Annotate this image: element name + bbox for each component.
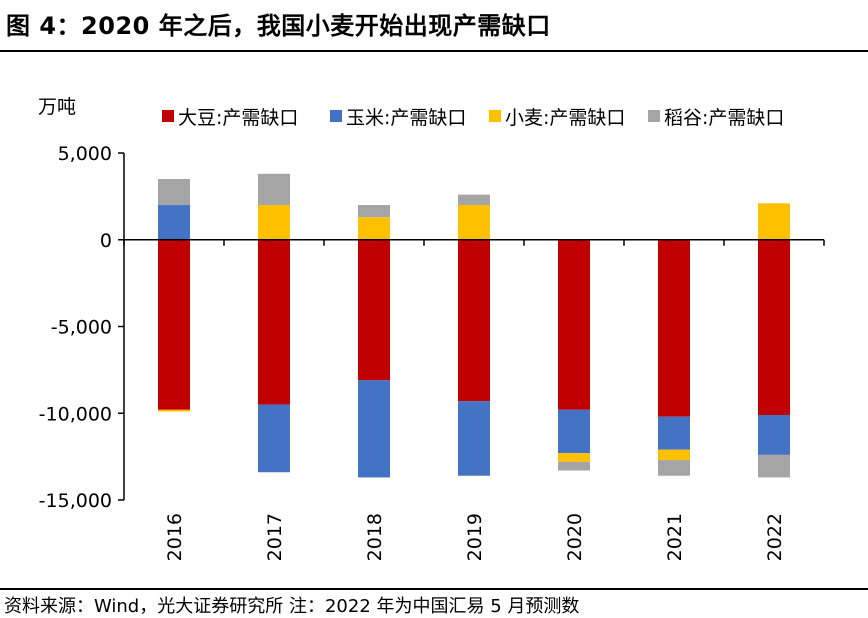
bar-2016-series-3 <box>158 179 190 206</box>
x-tick-label: 2020 <box>564 513 586 561</box>
bar-2018-series-0 <box>358 239 390 381</box>
y-axis: 5,000 0 -5,000 -10,000 -15,000 <box>39 143 125 512</box>
y-tick-label: 5,000 <box>58 143 112 165</box>
bar-2017-series-2 <box>258 205 290 240</box>
bar-2018-series-2 <box>358 217 390 240</box>
source-divider <box>0 588 868 590</box>
x-tick-label: 2019 <box>464 513 486 561</box>
legend-swatch <box>648 110 660 122</box>
legend-swatch <box>162 110 174 122</box>
x-tick-label: 2018 <box>364 513 386 561</box>
bars-group <box>158 173 790 478</box>
bar-2022-series-1 <box>758 414 790 455</box>
bar-2017-series-0 <box>258 239 290 405</box>
bar-2022-series-3 <box>758 454 790 478</box>
bar-2019-series-3 <box>458 194 490 206</box>
x-tick-label: 2022 <box>764 513 786 561</box>
legend-swatch <box>489 110 501 122</box>
bar-2018-series-3 <box>358 205 390 218</box>
legend-label: 玉米:产需缺口 <box>346 107 466 129</box>
y-tick-label: -5,000 <box>51 317 112 339</box>
bar-2016-series-2 <box>158 409 190 412</box>
bar-2019-series-0 <box>458 239 490 402</box>
bar-2022-series-2 <box>758 203 790 240</box>
bar-2022-series-0 <box>758 239 790 415</box>
bar-2017-series-3 <box>258 173 290 206</box>
bar-2020-series-0 <box>558 239 590 410</box>
legend-label: 小麦:产需缺口 <box>505 107 625 129</box>
bar-2021-series-0 <box>658 239 690 417</box>
legend-label: 稻谷:产需缺口 <box>664 107 784 129</box>
bar-2021-series-1 <box>658 416 690 450</box>
bar-2020-series-3 <box>558 461 590 471</box>
x-tick-label: 2021 <box>664 513 686 561</box>
bar-2021-series-3 <box>658 460 690 476</box>
bar-2020-series-1 <box>558 409 590 454</box>
bar-2020-series-2 <box>558 453 590 462</box>
source-note: 资料来源：Wind，光大证券研究所 注：2022 年为中国汇易 5 月预测数 <box>4 596 580 617</box>
bar-2016-series-1 <box>158 205 190 240</box>
x-tick-label: 2017 <box>264 513 286 561</box>
bar-2019-series-2 <box>458 205 490 240</box>
y-tick-label: -10,000 <box>39 403 112 425</box>
bar-2016-series-0 <box>158 239 190 410</box>
x-tick-label: 2016 <box>164 513 186 561</box>
bar-2021-series-2 <box>658 449 690 461</box>
legend-swatch <box>330 110 342 122</box>
y-unit-label: 万吨 <box>38 96 76 118</box>
y-tick-label: -15,000 <box>39 490 112 512</box>
bar-2018-series-1 <box>358 380 390 478</box>
legend: 大豆:产需缺口 玉米:产需缺口 小麦:产需缺口 稻谷:产需缺口 <box>162 107 784 129</box>
legend-label: 大豆:产需缺口 <box>178 107 298 129</box>
y-tick-label: 0 <box>100 230 112 252</box>
chart-title: 图 4：2020 年之后，我国小麦开始出现产需缺口 <box>6 12 551 40</box>
bar-2019-series-1 <box>458 401 490 476</box>
x-axis: 2016 2017 2018 2019 2020 2021 2022 <box>123 239 825 561</box>
title-divider <box>0 50 868 52</box>
bar-2017-series-1 <box>258 404 290 473</box>
